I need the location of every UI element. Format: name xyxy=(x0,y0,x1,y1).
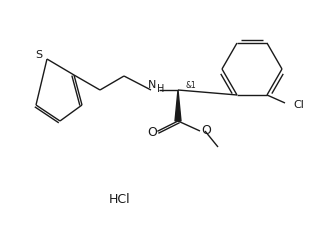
Text: S: S xyxy=(36,50,43,60)
Text: H: H xyxy=(157,84,164,94)
Text: O: O xyxy=(147,126,157,139)
Text: HCl: HCl xyxy=(109,193,131,206)
Text: &1: &1 xyxy=(186,80,197,89)
Text: Cl: Cl xyxy=(293,100,304,109)
Text: N: N xyxy=(148,80,156,90)
Text: O: O xyxy=(201,124,211,137)
Polygon shape xyxy=(175,91,181,121)
